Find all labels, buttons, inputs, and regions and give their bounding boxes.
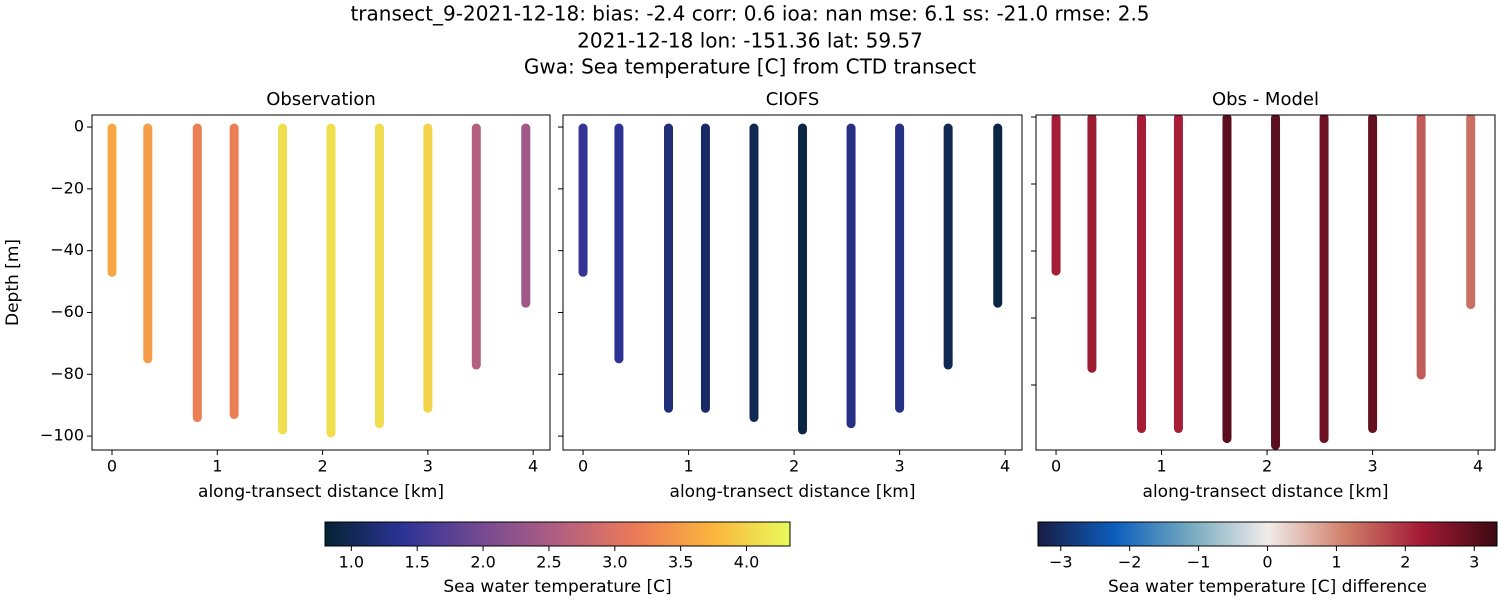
colorbar-tick-label: 1	[1331, 553, 1341, 572]
colorbar-tick-label: −3	[1049, 553, 1073, 572]
y-tick-label: −80	[50, 364, 84, 383]
y-tick-label: −20	[50, 178, 84, 197]
colorbar-tick-label: 0	[1262, 553, 1272, 572]
x-axis-label: along-transect distance [km]	[198, 482, 444, 502]
colorbar	[324, 521, 791, 547]
colorbar-tick-label: 3	[1469, 553, 1479, 572]
x-tick-label: 2	[317, 457, 327, 476]
x-tick-label: 3	[423, 457, 433, 476]
x-tick-label: 4	[528, 457, 538, 476]
y-tick-label: −40	[50, 240, 84, 259]
x-tick-label: 4	[1473, 457, 1483, 476]
colorbar-tick-label: 2.0	[470, 553, 495, 572]
colorbar-tick-label: −1	[1187, 553, 1211, 572]
x-tick-label: 2	[789, 457, 799, 476]
colorbar-tick-label: 1.5	[404, 553, 429, 572]
colorbar-tick-label: −2	[1118, 553, 1142, 572]
colorbar-tick-label: 4.0	[734, 553, 759, 572]
axes-frame	[1035, 114, 1496, 451]
x-tick-label: 2	[1262, 457, 1272, 476]
x-tick-label: 0	[107, 457, 117, 476]
x-tick-label: 4	[1000, 457, 1010, 476]
axes-title: Obs - Model	[1212, 89, 1319, 110]
axes-frame	[562, 114, 1023, 451]
x-tick-label: 1	[1156, 457, 1166, 476]
colorbar-tick-label: 2	[1400, 553, 1410, 572]
colorbar-tick-label: 1.0	[339, 553, 364, 572]
y-tick-label: −100	[40, 426, 84, 445]
axes-title: Observation	[266, 89, 376, 110]
colorbar-label: Sea water temperature [C]	[443, 577, 671, 597]
x-axis-label: along-transect distance [km]	[670, 482, 916, 502]
y-tick-label: 0	[74, 117, 84, 136]
y-tick-label: −60	[50, 302, 84, 321]
plot-area	[107, 123, 531, 438]
colorbar-tick-label: 2.5	[536, 553, 561, 572]
x-tick-label: 3	[895, 457, 905, 476]
plot-area	[578, 123, 1003, 435]
x-tick-label: 0	[578, 457, 588, 476]
title-line: transect_9-2021-12-18: bias: -2.4 corr: …	[350, 2, 1149, 26]
title-line: 2021-12-18 lon: -151.36 lat: 59.57	[577, 29, 923, 53]
x-tick-label: 1	[683, 457, 693, 476]
title-line: Gwa: Sea temperature [C] from CTD transe…	[524, 55, 976, 79]
axes-frame	[91, 114, 551, 451]
axes-title: CIOFS	[766, 89, 820, 110]
colorbar	[1037, 521, 1498, 547]
y-axis-label: Depth [m]	[3, 239, 23, 326]
colorbar-tick-label: 3.0	[602, 553, 627, 572]
plot-area	[1051, 115, 1476, 450]
x-tick-label: 1	[212, 457, 222, 476]
x-tick-label: 0	[1051, 457, 1061, 476]
x-axis-label: along-transect distance [km]	[1143, 482, 1389, 502]
colorbar-label: Sea water temperature [C] difference	[1108, 577, 1427, 597]
x-tick-label: 3	[1368, 457, 1378, 476]
colorbar-tick-label: 3.5	[668, 553, 693, 572]
